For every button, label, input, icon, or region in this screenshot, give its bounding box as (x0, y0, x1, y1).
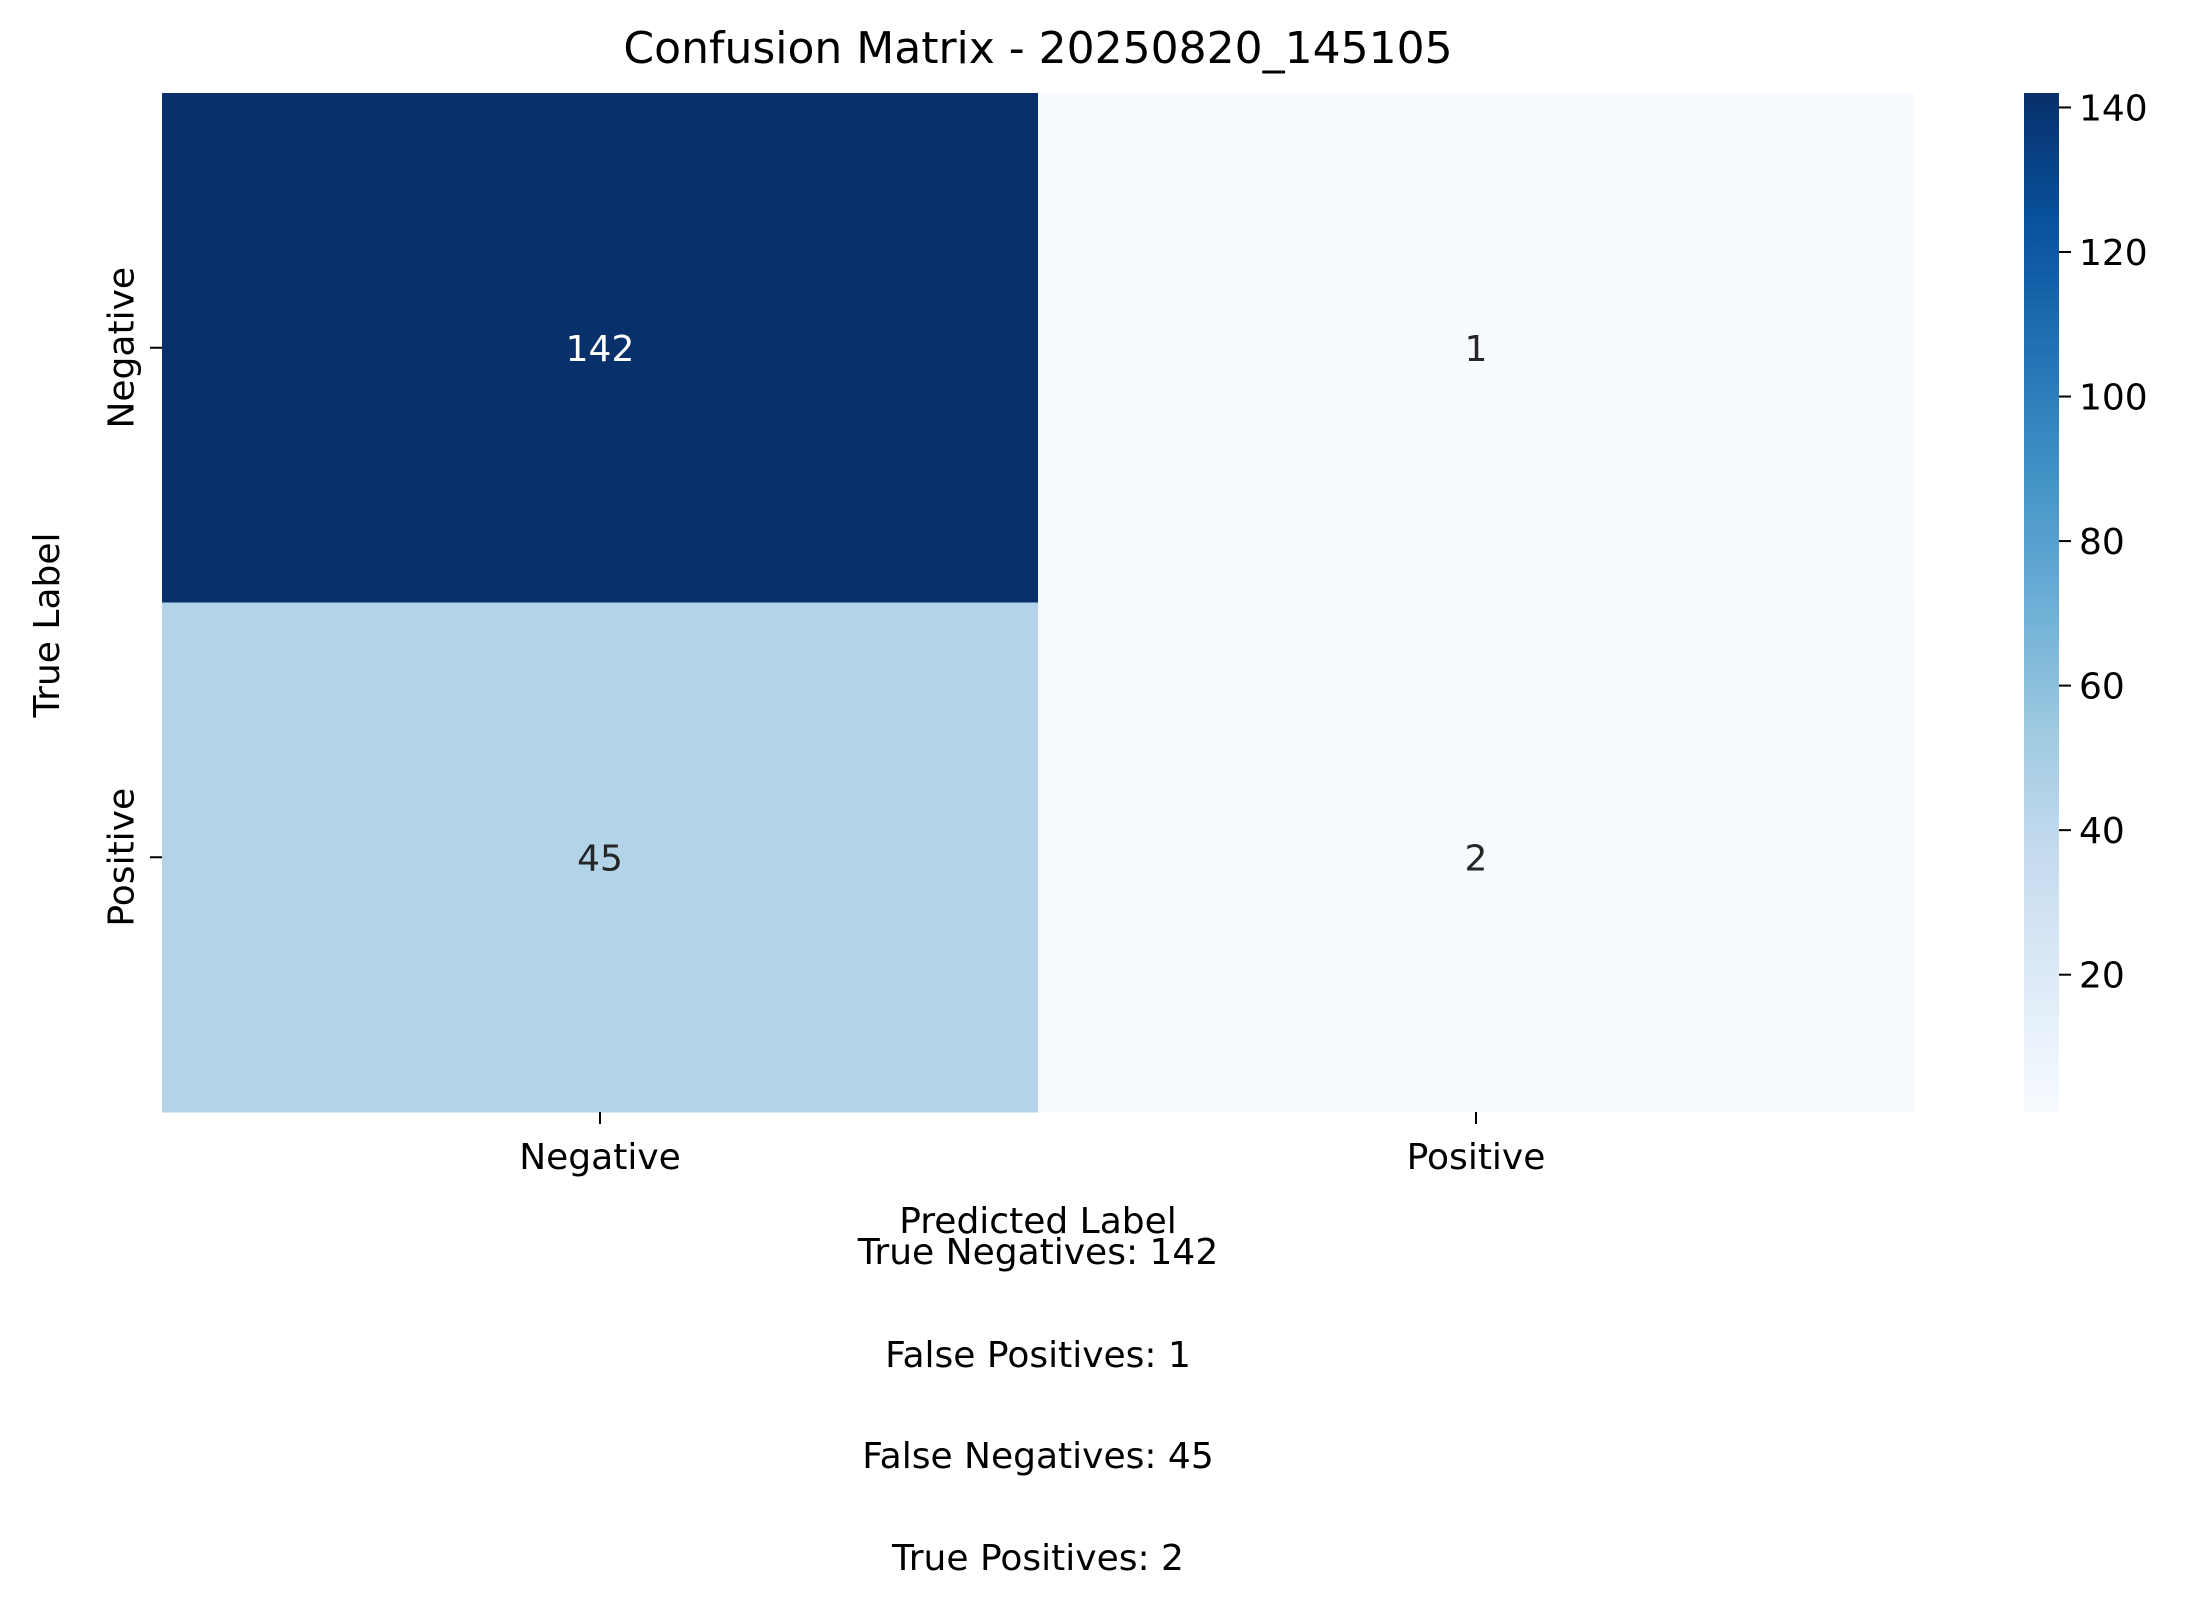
colorbar-gradient (2024, 93, 2059, 1112)
x-tick-label: Positive (1407, 1137, 1546, 1178)
colorbar-tick-label: 60 (2079, 667, 2125, 708)
cell-value-label: 1 (1465, 329, 1488, 370)
summary-true-positives: True Positives: 2 (891, 1538, 1184, 1579)
heatmap-cells (162, 93, 1915, 1113)
heatmap-cell (1038, 602, 1915, 1113)
heatmap-cell (162, 93, 1039, 603)
x-axis: Negative Positive (519, 1112, 1545, 1178)
chart-title: Confusion Matrix - 20250820_145105 (623, 23, 1452, 74)
cell-value-label: 2 (1465, 838, 1488, 879)
y-axis-label: True Label (27, 532, 68, 718)
summary-true-negatives: True Negatives: 142 (857, 1232, 1219, 1273)
heatmap-cell (1038, 93, 1915, 603)
y-axis: Negative Positive (102, 267, 162, 927)
colorbar-tick-label: 140 (2079, 88, 2148, 129)
summary-false-negatives: False Negatives: 45 (862, 1436, 1214, 1477)
cell-value-label: 45 (577, 838, 623, 879)
colorbar-tick-label: 20 (2079, 956, 2125, 997)
heatmap-cell-labels: 142 1 45 2 (566, 329, 1488, 880)
summary-block: True Negatives: 142 False Positives: 1 F… (857, 1232, 1219, 1579)
y-tick-label: Positive (102, 788, 143, 927)
y-tick-label: Negative (102, 267, 143, 429)
heatmap-cell (162, 602, 1039, 1113)
summary-false-positives: False Positives: 1 (885, 1335, 1191, 1376)
colorbar-ticks: 20 40 60 80 100 120 140 (2059, 88, 2148, 997)
colorbar-tick-label: 40 (2079, 811, 2125, 852)
x-axis-label: Predicted Label (899, 1201, 1177, 1242)
colorbar: 20 40 60 80 100 120 140 (2024, 88, 2148, 1112)
colorbar-tick-label: 100 (2079, 378, 2148, 419)
x-tick-label: Negative (519, 1137, 681, 1178)
cell-value-label: 142 (566, 329, 635, 370)
colorbar-tick-label: 80 (2079, 522, 2125, 563)
colorbar-tick-label: 120 (2079, 233, 2148, 274)
